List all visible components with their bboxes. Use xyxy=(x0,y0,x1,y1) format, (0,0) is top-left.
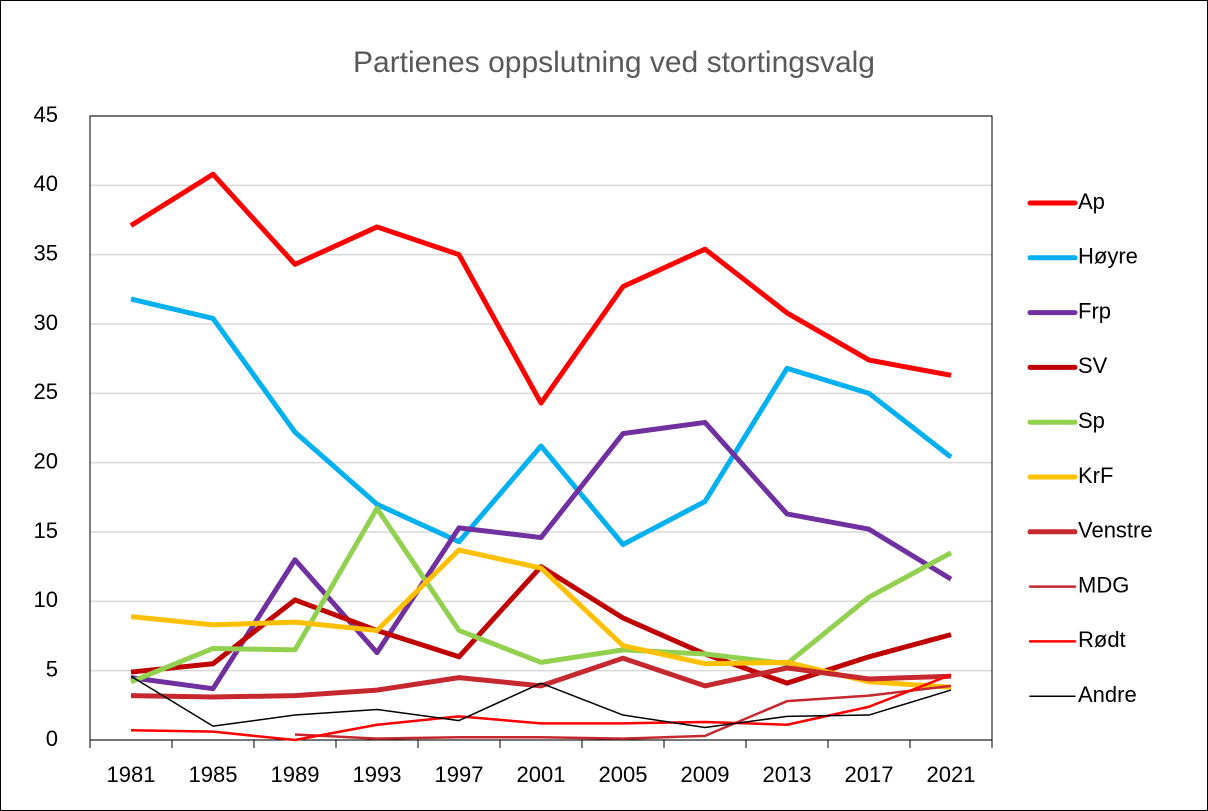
x-tick-label: 1989 xyxy=(271,762,320,787)
y-tick-label: 30 xyxy=(34,310,58,335)
series-line xyxy=(130,673,952,742)
legend-label: MDG xyxy=(1078,572,1129,597)
chart-title: Partienes oppslutning ved stortingsvalg xyxy=(353,46,875,79)
legend-label: Høyre xyxy=(1078,244,1138,269)
x-tick-label: 2021 xyxy=(927,762,976,787)
y-tick-label: 40 xyxy=(34,171,58,196)
legend-label: Sp xyxy=(1078,408,1105,433)
series-line xyxy=(130,296,953,547)
series-line xyxy=(294,684,952,740)
x-tick-label: 2009 xyxy=(681,762,730,787)
legend-label: Frp xyxy=(1078,298,1111,323)
legend-label: KrF xyxy=(1078,463,1113,488)
legend-label: Ap xyxy=(1078,189,1105,214)
series-line xyxy=(130,675,952,729)
plot-border xyxy=(89,115,993,741)
y-tick-label: 5 xyxy=(46,656,58,681)
legend-label: Rødt xyxy=(1078,627,1126,652)
series-line xyxy=(129,171,952,406)
x-tick-label: 2005 xyxy=(599,762,648,787)
y-tick-label: 15 xyxy=(34,518,58,543)
legend-label: Andre xyxy=(1078,682,1137,707)
y-tick-label: 35 xyxy=(34,240,58,265)
series-line xyxy=(130,655,952,700)
x-tick-label: 1985 xyxy=(189,762,238,787)
legend-label: Venstre xyxy=(1078,518,1153,543)
series-line xyxy=(130,547,952,690)
x-tick-label: 2017 xyxy=(845,762,894,787)
x-tick-label: 1993 xyxy=(353,762,402,787)
x-tick-label: 2001 xyxy=(517,762,566,787)
y-tick-label: 0 xyxy=(46,726,58,751)
y-tick-label: 45 xyxy=(34,102,58,127)
y-tick-label: 10 xyxy=(34,587,58,612)
y-tick-label: 20 xyxy=(34,448,58,473)
legend-label: SV xyxy=(1078,353,1108,378)
x-tick-label: 1981 xyxy=(107,762,156,787)
y-tick-label: 25 xyxy=(34,379,58,404)
series-line xyxy=(130,419,953,692)
x-tick-label: 1997 xyxy=(435,762,484,787)
series-line xyxy=(130,505,953,685)
x-tick-label: 2013 xyxy=(763,762,812,787)
